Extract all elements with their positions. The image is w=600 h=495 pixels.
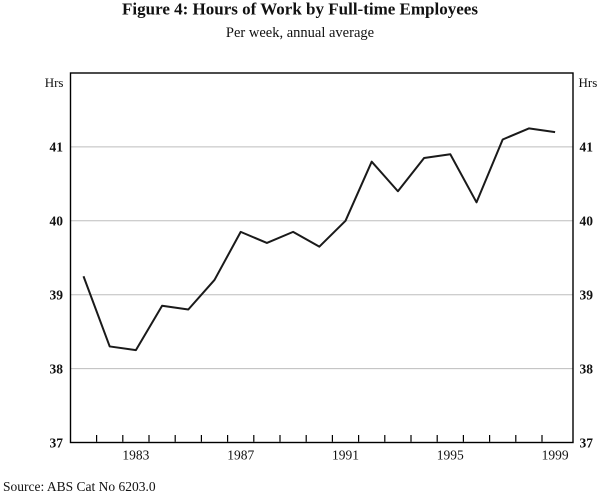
y-tick-label-left: 39 <box>50 288 64 303</box>
chart-title: Figure 4: Hours of Work by Full-time Emp… <box>122 0 478 19</box>
x-tick-label: 1991 <box>332 448 359 463</box>
y-tick-label-right: 41 <box>580 140 594 155</box>
y-tick-label-right: 39 <box>580 288 594 303</box>
plot-frame <box>69 72 574 444</box>
y-tick-label-left: 37 <box>50 435 64 450</box>
source-note: Source: ABS Cat No 6203.0 <box>3 479 156 494</box>
series-line-hours-of-work <box>82 127 556 352</box>
y-tick-label-right: 37 <box>580 435 594 450</box>
x-tick-label: 1983 <box>122 448 149 463</box>
y-tick-label-right: 38 <box>580 361 594 376</box>
y-axis-unit-right: Hrs <box>579 75 598 90</box>
y-tick-label-left: 40 <box>50 214 64 229</box>
plot-area: 37 37 38 38 39 39 40 40 41 41 1983 1987 1991 1995 1999 <box>50 72 594 463</box>
chart-subtitle: Per week, annual average <box>226 25 374 41</box>
y-tick-label-left: 38 <box>50 361 64 376</box>
y-axis-unit-left: Hrs <box>45 75 64 90</box>
x-tick-label: 1995 <box>437 448 464 463</box>
x-tick-label: 1999 <box>542 448 569 463</box>
x-tick-label: 1987 <box>227 448 254 463</box>
y-tick-label-right: 40 <box>580 214 594 229</box>
y-tick-label-left: 41 <box>50 140 64 155</box>
